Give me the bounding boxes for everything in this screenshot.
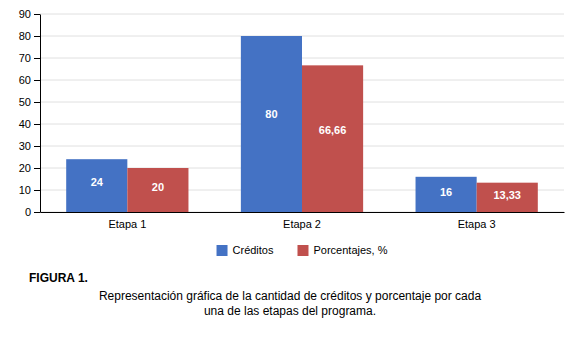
data-label: 80 [265, 108, 277, 120]
y-tick-mark [34, 146, 40, 147]
y-tick: 40 [19, 118, 40, 130]
x-axis: Etapa 1 Etapa 2 Etapa 3 [41, 213, 565, 230]
chart-container: 0 10 20 30 40 50 60 70 80 90 Etapa 1 Etapa 2 Etapa 3… [0, 0, 580, 344]
x-tick: Etapa 2 [283, 218, 321, 230]
y-tick-mark [34, 212, 40, 213]
y-tick-label: 70 [19, 52, 31, 64]
y-tick-mark [34, 124, 40, 125]
bar [477, 183, 538, 212]
y-tick-mark [34, 168, 40, 169]
legend-swatch [297, 245, 308, 256]
bar [416, 177, 477, 212]
data-labels: 24 80 16 20 66,66 13,33 [91, 108, 521, 201]
y-tick-mark [34, 102, 40, 103]
y-tick-label: 30 [19, 140, 31, 152]
y-tick-label: 90 [19, 8, 31, 20]
legend-label: Porcentajes, % [313, 244, 387, 256]
legend-item: Porcentajes, % [297, 244, 387, 256]
y-tick: 90 [19, 8, 40, 20]
x-tick-label: Etapa 2 [283, 218, 321, 230]
chart-svg: 0 10 20 30 40 50 60 70 80 90 Etapa 1 Etapa 2 Etapa 3… [0, 0, 580, 344]
caption: FIGURA 1. Representación gráfica de la ca… [29, 271, 481, 318]
caption-label: FIGURA 1. [29, 271, 88, 285]
caption-text: Representación gráfica de la cantidad de… [99, 289, 482, 318]
x-tick-label: Etapa 3 [458, 218, 496, 230]
data-label: 24 [91, 176, 104, 188]
y-axis-line [40, 15, 41, 213]
grid [40, 14, 564, 212]
legend-item: Créditos [217, 244, 274, 256]
bar [302, 65, 363, 212]
y-tick: 0 [25, 206, 40, 218]
caption-line: FIGURA 1. [29, 271, 88, 285]
y-tick-mark [34, 14, 40, 15]
y-tick-label: 20 [19, 162, 31, 174]
bars [66, 36, 538, 212]
caption-line: Representación gráfica de la cantidad de… [99, 289, 482, 303]
y-tick-mark [34, 36, 40, 37]
y-tick-mark [34, 190, 40, 191]
y-tick-label: 60 [19, 74, 31, 86]
data-label: 13,33 [493, 189, 521, 201]
y-tick-label: 80 [19, 30, 31, 42]
legend-label: Créditos [233, 244, 274, 256]
x-tick: Etapa 1 [108, 218, 146, 230]
y-tick: 20 [19, 162, 40, 174]
caption-line: una de las etapas del programa. [204, 304, 376, 318]
data-label: 20 [152, 181, 164, 193]
legend: Créditos Porcentajes, % [217, 244, 388, 256]
grid-line [40, 14, 564, 15]
x-axis-line [41, 212, 565, 213]
y-tick: 70 [19, 52, 40, 64]
bar [241, 36, 302, 212]
y-tick-label: 40 [19, 118, 31, 130]
y-tick-mark [34, 80, 40, 81]
y-tick: 80 [19, 30, 40, 42]
y-tick-label: 10 [19, 184, 31, 196]
data-label: 16 [440, 186, 452, 198]
y-axis: 0 10 20 30 40 50 60 70 80 90 [19, 8, 41, 218]
y-tick: 60 [19, 74, 40, 86]
y-tick-label: 50 [19, 96, 31, 108]
x-tick-label: Etapa 1 [108, 218, 146, 230]
y-tick: 10 [19, 184, 40, 196]
y-tick-label: 0 [25, 206, 31, 218]
y-tick: 50 [19, 96, 40, 108]
x-tick: Etapa 3 [458, 218, 496, 230]
y-tick-mark [34, 58, 40, 59]
bar [127, 168, 188, 212]
bar [66, 159, 127, 212]
y-tick: 30 [19, 140, 40, 152]
legend-swatch [217, 245, 228, 256]
data-label: 66,66 [319, 124, 347, 136]
